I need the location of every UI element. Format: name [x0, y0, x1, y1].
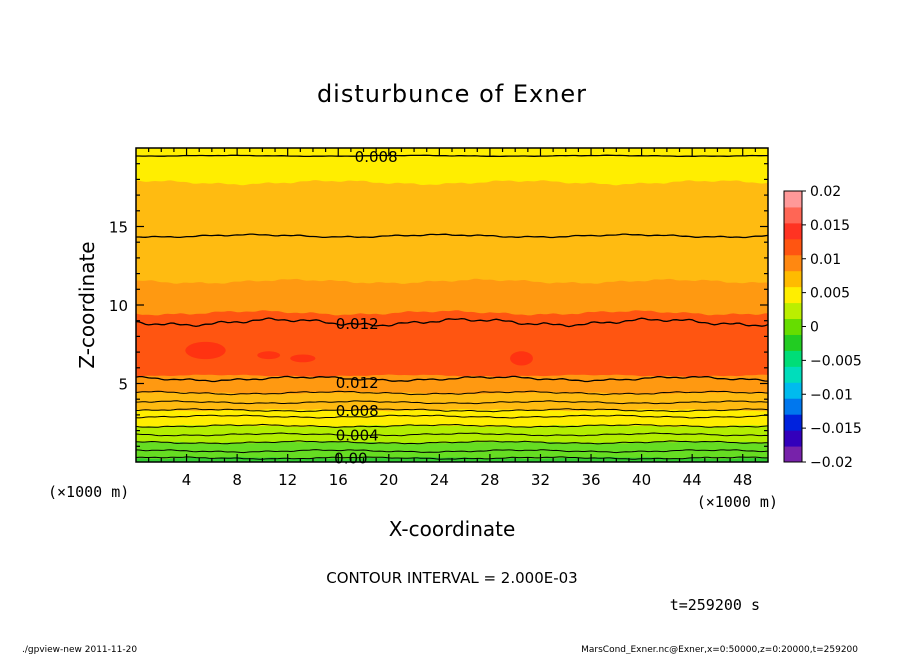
contour-line [136, 375, 768, 383]
colorbar-tick-label: −0.015 [810, 421, 862, 437]
x-axis-ticks: 4 8 12 16 20 24 28 32 36 40 44 48 [148, 148, 756, 489]
colorbar-swatch [784, 318, 802, 335]
contour-label: 0.012 [336, 315, 379, 333]
colorbar-swatch [784, 286, 802, 304]
x-tick-label: 16 [329, 471, 348, 489]
colorbar-tick-label: −0.02 [810, 455, 853, 471]
contour-line [136, 440, 768, 445]
colorbar-tick-label: 0.005 [810, 286, 850, 302]
contour-line [136, 408, 768, 413]
contour-line [136, 154, 768, 158]
x-axis-label: X-coordinate [389, 517, 516, 541]
footer-right: MarsCond_Exner.nc@Exner,x=0:50000,z=0:20… [581, 645, 858, 654]
colorbar-tick-label: 0.01 [810, 252, 841, 268]
x-tick-label: 28 [480, 471, 499, 489]
x-tick-label: 12 [278, 471, 297, 489]
colorbar: 0.02 0.015 0.01 0.005 0 −0.005 −0.01 −0.015 −0.0… [783, 184, 862, 471]
contour-line [136, 449, 768, 454]
chart-title: disturbunce of Exner [317, 80, 587, 108]
y-tick-label: 10 [109, 297, 128, 315]
colorbar-swatch [784, 254, 802, 272]
colorbar-swatch [784, 350, 802, 367]
x-tick-label: 48 [733, 471, 752, 489]
contour-maximum [257, 351, 281, 360]
colorbar-swatch [784, 238, 802, 256]
colorbar-swatch [784, 382, 802, 399]
plot-area [136, 148, 768, 462]
x-tick-label: 44 [683, 471, 702, 489]
colorbar-swatch [784, 270, 802, 288]
x-tick-label: 4 [182, 471, 192, 489]
contour-maximum [185, 341, 226, 360]
y-tick-label: 5 [118, 376, 128, 394]
colorbar-tick-label: 0.02 [810, 184, 841, 200]
y-axis-ticks: 5 10 15 [109, 163, 768, 447]
y-axis-label: Z-coordinate [75, 241, 99, 368]
contour-line [136, 414, 768, 419]
colorbar-swatch [784, 398, 802, 415]
colorbar-swatch [784, 414, 802, 431]
contour-label: 0.012 [336, 374, 379, 392]
contour-label: 0.008 [355, 148, 398, 166]
colorbar-swatch [784, 430, 802, 447]
contour-maximum [290, 354, 316, 363]
contour-line [136, 390, 768, 396]
contour-label: 0.008 [336, 402, 379, 420]
colorbar-tick-label: 0.015 [810, 218, 850, 234]
colorbar-swatch [784, 222, 802, 240]
colorbar-swatch [784, 334, 802, 351]
x-tick-label: 8 [232, 471, 242, 489]
colorbar-swatch [784, 206, 802, 224]
time-text: t=259200 s [670, 596, 760, 614]
contour-line [136, 233, 768, 239]
contour-maximum [510, 351, 533, 366]
colorbar-swatch [784, 302, 802, 320]
contour-interval-text: CONTOUR INTERVAL = 2.000E-03 [326, 569, 577, 587]
contour-line [136, 400, 768, 405]
colorbar-tick-label: 0 [810, 320, 819, 336]
x-tick-label: 32 [531, 471, 550, 489]
y-unit-label: (×1000 m) [48, 483, 129, 501]
x-tick-label: 20 [379, 471, 398, 489]
x-tick-label: 40 [632, 471, 651, 489]
contour-maxima [185, 341, 533, 366]
contour-line [136, 423, 768, 428]
colorbar-swatch [784, 191, 802, 208]
contour-line [136, 317, 768, 328]
colorbar-tick-label: −0.01 [810, 387, 853, 403]
x-tick-label: 24 [430, 471, 449, 489]
colorbar-swatch [784, 446, 802, 463]
x-unit-label: (×1000 m) [697, 493, 778, 511]
y-tick-label: 15 [109, 219, 128, 237]
contour-line [136, 432, 768, 437]
colorbar-tick-label: −0.005 [810, 353, 862, 369]
contour-label: 0.004 [336, 427, 379, 445]
footer-left: ./gpview-new 2011-11-20 [22, 645, 137, 654]
colorbar-swatch [784, 366, 802, 383]
x-tick-label: 36 [581, 471, 600, 489]
